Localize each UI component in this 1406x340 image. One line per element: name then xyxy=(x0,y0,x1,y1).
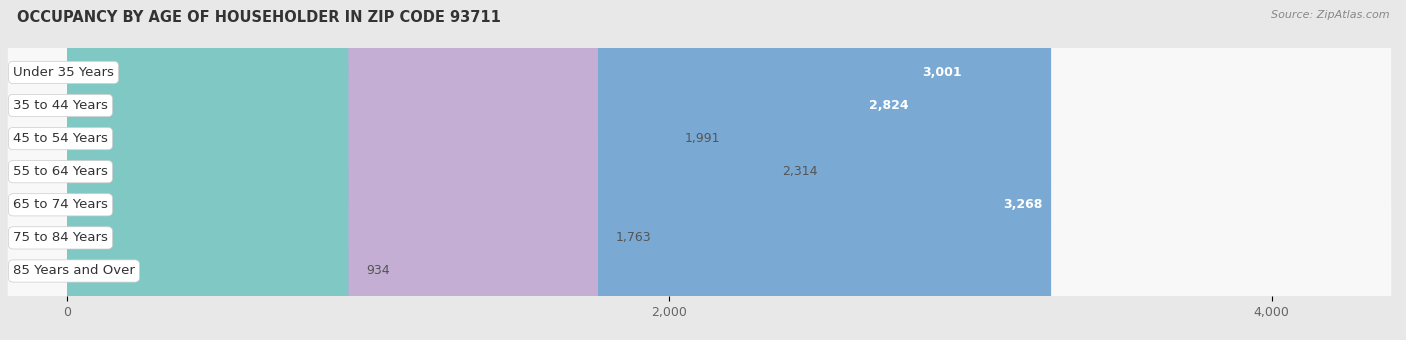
Text: 3,268: 3,268 xyxy=(1002,198,1042,211)
Text: 35 to 44 Years: 35 to 44 Years xyxy=(13,99,108,112)
Text: 1,763: 1,763 xyxy=(616,232,652,244)
Text: 2,824: 2,824 xyxy=(869,99,908,112)
FancyBboxPatch shape xyxy=(67,0,666,340)
Text: Source: ZipAtlas.com: Source: ZipAtlas.com xyxy=(1271,10,1389,20)
FancyBboxPatch shape xyxy=(67,0,763,340)
FancyBboxPatch shape xyxy=(7,0,1392,340)
FancyBboxPatch shape xyxy=(7,0,1392,340)
FancyBboxPatch shape xyxy=(67,0,970,340)
FancyBboxPatch shape xyxy=(67,0,918,340)
Text: 1,991: 1,991 xyxy=(685,132,720,145)
FancyBboxPatch shape xyxy=(7,0,1392,340)
FancyBboxPatch shape xyxy=(67,0,598,340)
Text: 55 to 64 Years: 55 to 64 Years xyxy=(13,165,108,178)
FancyBboxPatch shape xyxy=(7,0,1392,340)
FancyBboxPatch shape xyxy=(67,0,1052,340)
Text: 65 to 74 Years: 65 to 74 Years xyxy=(13,198,108,211)
Text: 45 to 54 Years: 45 to 54 Years xyxy=(13,132,108,145)
Text: Under 35 Years: Under 35 Years xyxy=(13,66,114,79)
Text: 934: 934 xyxy=(367,265,389,277)
Text: OCCUPANCY BY AGE OF HOUSEHOLDER IN ZIP CODE 93711: OCCUPANCY BY AGE OF HOUSEHOLDER IN ZIP C… xyxy=(17,10,501,25)
FancyBboxPatch shape xyxy=(7,0,1392,340)
Text: 2,314: 2,314 xyxy=(782,165,817,178)
FancyBboxPatch shape xyxy=(7,0,1392,340)
Text: 75 to 84 Years: 75 to 84 Years xyxy=(13,232,108,244)
Text: 85 Years and Over: 85 Years and Over xyxy=(13,265,135,277)
Text: 3,001: 3,001 xyxy=(922,66,962,79)
FancyBboxPatch shape xyxy=(67,0,349,340)
FancyBboxPatch shape xyxy=(7,0,1392,340)
